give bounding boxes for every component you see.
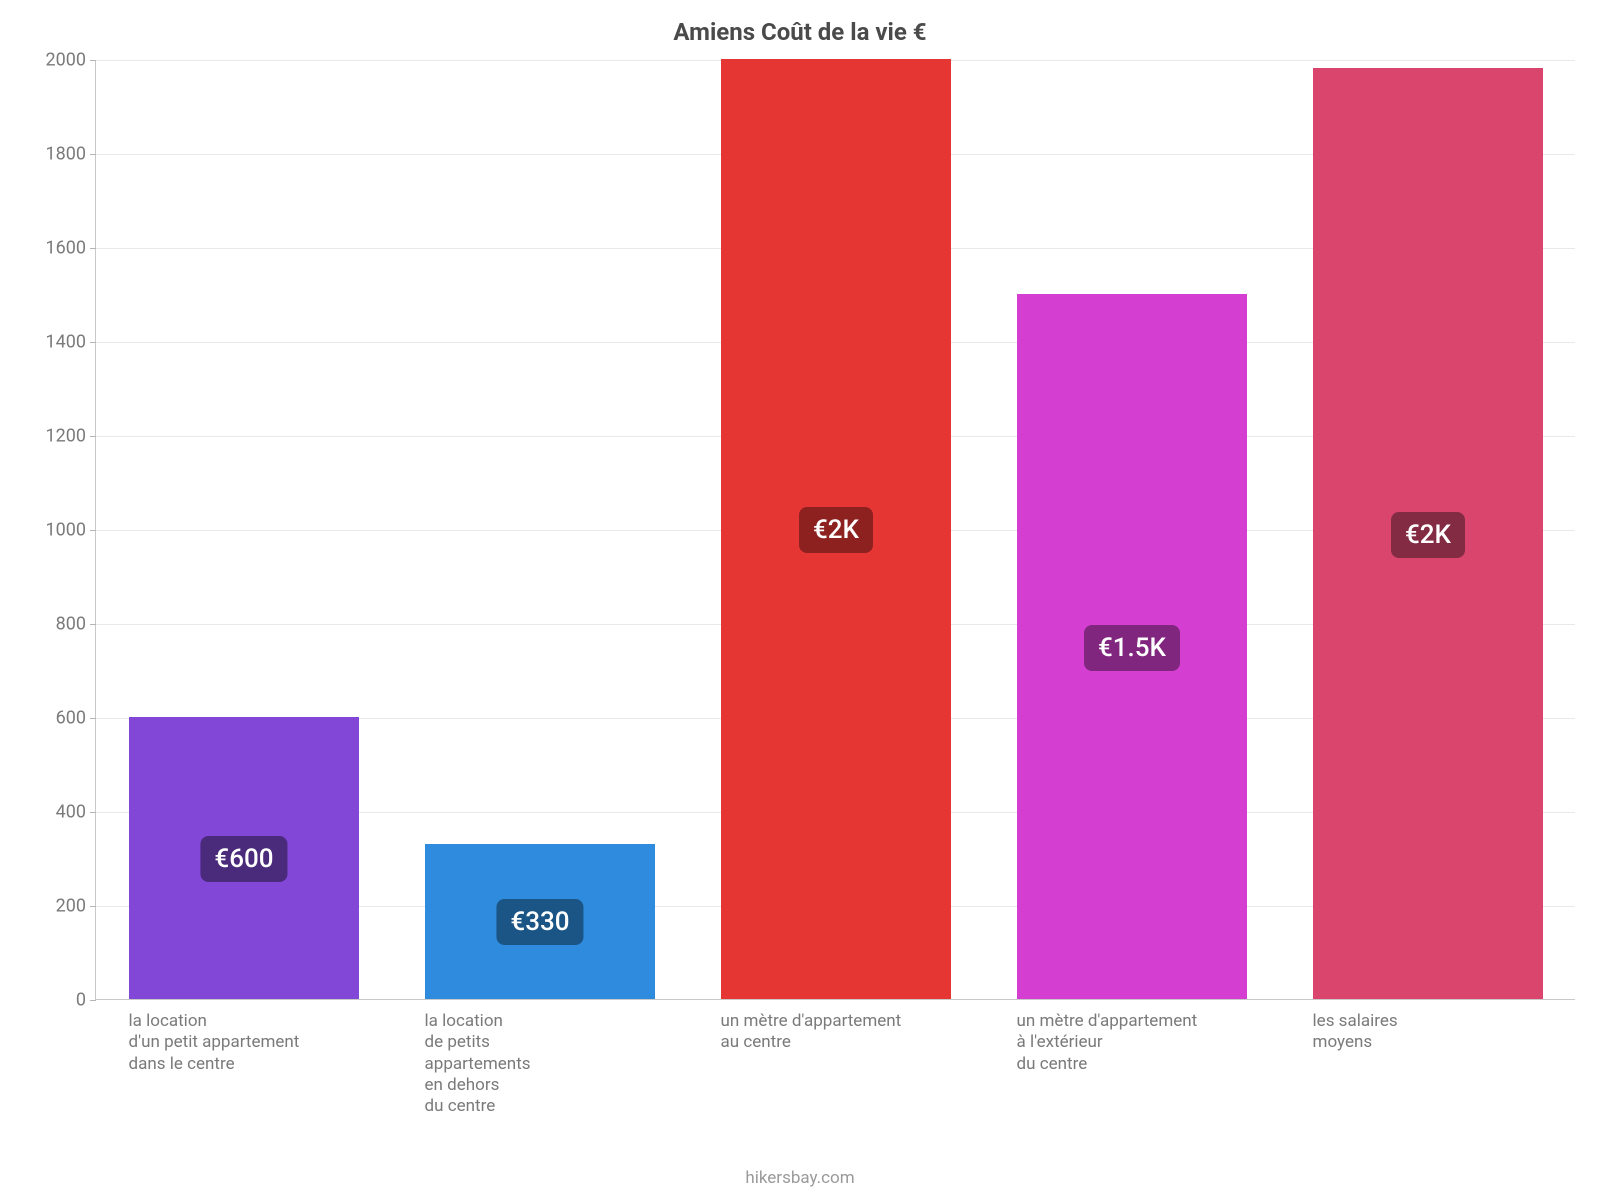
bar-value-label: €600 xyxy=(200,836,287,882)
bar: €2K xyxy=(721,59,952,999)
y-tick-label: 1200 xyxy=(26,426,86,447)
y-tick-mark xyxy=(90,342,96,343)
y-tick-label: 1800 xyxy=(26,144,86,165)
y-tick-mark xyxy=(90,906,96,907)
y-tick-mark xyxy=(90,624,96,625)
y-tick-mark xyxy=(90,1000,96,1001)
bar: €2K xyxy=(1313,68,1544,999)
x-category-label: les salaires moyens xyxy=(1313,1011,1584,1054)
y-tick-label: 1600 xyxy=(26,238,86,259)
y-tick-mark xyxy=(90,530,96,531)
y-tick-label: 0 xyxy=(26,990,86,1011)
y-tick-label: 600 xyxy=(26,708,86,729)
y-tick-label: 800 xyxy=(26,614,86,635)
y-tick-label: 400 xyxy=(26,802,86,823)
bar-value-label: €1.5K xyxy=(1084,625,1180,671)
y-tick-mark xyxy=(90,718,96,719)
y-tick-label: 1400 xyxy=(26,332,86,353)
x-category-label: la location d'un petit appartement dans … xyxy=(129,1011,400,1075)
y-tick-mark xyxy=(90,248,96,249)
bar-value-label: €2K xyxy=(799,507,873,553)
x-category-label: un mètre d'appartement à l'extérieur du … xyxy=(1017,1011,1288,1075)
bar: €330 xyxy=(425,844,656,999)
y-tick-label: 1000 xyxy=(26,520,86,541)
y-tick-mark xyxy=(90,154,96,155)
bar: €1.5K xyxy=(1017,294,1248,999)
y-tick-label: 2000 xyxy=(26,50,86,71)
bar-value-label: €2K xyxy=(1391,512,1465,558)
bar: €600 xyxy=(129,717,360,999)
chart-title: Amiens Coût de la vie € xyxy=(0,18,1600,46)
chart-footer: hikersbay.com xyxy=(0,1168,1600,1188)
y-tick-mark xyxy=(90,60,96,61)
plot-area: 0200400600800100012001400160018002000€60… xyxy=(95,60,1575,1000)
x-category-label: la location de petits appartements en de… xyxy=(425,1011,696,1117)
y-tick-mark xyxy=(90,812,96,813)
y-tick-label: 200 xyxy=(26,896,86,917)
chart-container: Amiens Coût de la vie € 0200400600800100… xyxy=(0,0,1600,1200)
y-tick-mark xyxy=(90,436,96,437)
bar-value-label: €330 xyxy=(496,899,583,945)
x-category-label: un mètre d'appartement au centre xyxy=(721,1011,992,1054)
